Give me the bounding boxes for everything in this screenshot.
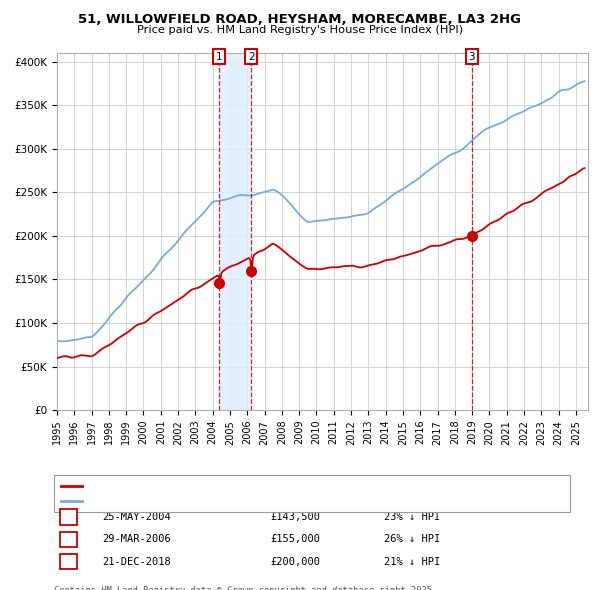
Text: 51, WILLOWFIELD ROAD, HEYSHAM, MORECAMBE, LA3 2HG: 51, WILLOWFIELD ROAD, HEYSHAM, MORECAMBE… [79,13,521,26]
Text: 3: 3 [65,557,72,566]
Text: 3: 3 [468,52,475,62]
Text: 25-MAY-2004: 25-MAY-2004 [102,512,171,522]
Text: £143,500: £143,500 [270,512,320,522]
Text: 26% ↓ HPI: 26% ↓ HPI [384,535,440,544]
Text: 51, WILLOWFIELD ROAD, HEYSHAM, MORECAMBE, LA3 2HG (detached house): 51, WILLOWFIELD ROAD, HEYSHAM, MORECAMBE… [87,481,491,490]
Text: 1: 1 [216,52,223,62]
Text: £200,000: £200,000 [270,557,320,566]
Text: 21-DEC-2018: 21-DEC-2018 [102,557,171,566]
Text: £155,000: £155,000 [270,535,320,544]
Bar [220,53,251,410]
Text: 2: 2 [248,52,255,62]
Text: 23% ↓ HPI: 23% ↓ HPI [384,512,440,522]
Text: 1: 1 [65,512,72,522]
Text: 2: 2 [65,535,72,544]
Text: HPI: Average price, detached house, Lancaster: HPI: Average price, detached house, Lanc… [87,496,331,506]
Text: Contains HM Land Registry data © Crown copyright and database right 2025.
This d: Contains HM Land Registry data © Crown c… [54,586,437,590]
Text: Price paid vs. HM Land Registry's House Price Index (HPI): Price paid vs. HM Land Registry's House … [137,25,463,35]
Text: 29-MAR-2006: 29-MAR-2006 [102,535,171,544]
Text: 21% ↓ HPI: 21% ↓ HPI [384,557,440,566]
